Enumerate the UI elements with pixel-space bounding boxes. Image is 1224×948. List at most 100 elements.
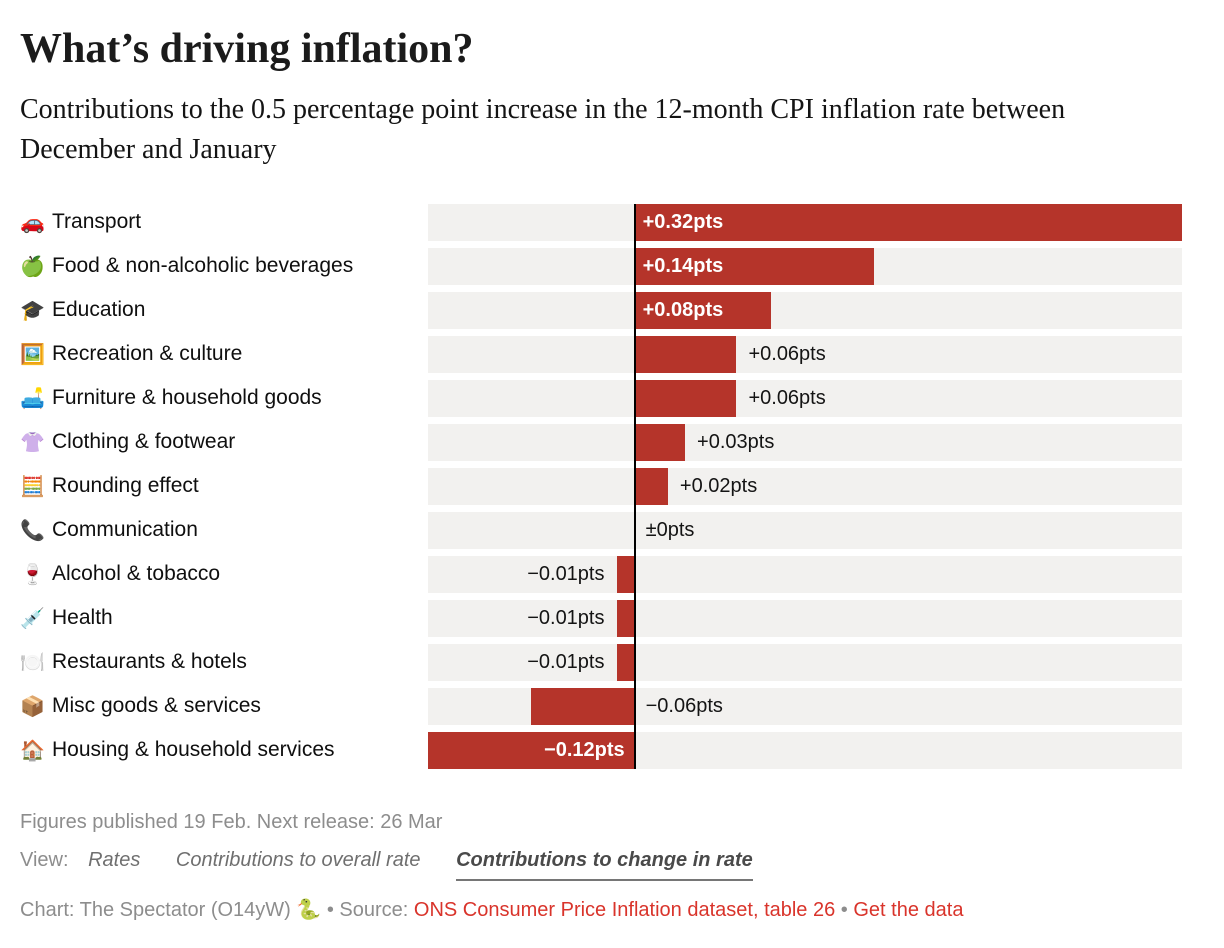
chart-row: 🖼️ Recreation & culture +0.06pts bbox=[20, 335, 1182, 373]
bar bbox=[616, 643, 634, 681]
graduation-cap-icon: 🎓 bbox=[20, 299, 45, 322]
category: 🧮 Rounding effect bbox=[20, 468, 428, 505]
chart-footer: Figures published 19 Feb. Next release: … bbox=[20, 807, 1182, 925]
inflation-contributions-chart: 🚗 Transport +0.32pts 🍏 Food & non-alcoholic … bbox=[20, 203, 1182, 769]
bar-track: −0.06pts bbox=[428, 687, 1182, 725]
category: 🎓 Education bbox=[20, 292, 428, 329]
view-option-contributions-change[interactable]: Contributions to change in rate bbox=[456, 845, 753, 881]
value-label: +0.14pts bbox=[642, 254, 724, 277]
bar bbox=[633, 203, 1182, 241]
bar-track: +0.14pts bbox=[428, 247, 1182, 285]
chart-row: 👚 Clothing & footwear +0.03pts bbox=[20, 423, 1182, 461]
category: 💉 Health bbox=[20, 600, 428, 637]
chart-row: 🏠 Housing & household services −0.12pts bbox=[20, 731, 1182, 769]
category: 👚 Clothing & footwear bbox=[20, 424, 428, 461]
bar bbox=[633, 335, 737, 373]
credit-prefix: Chart: The Spectator (O14yW) 🐍 • Source: bbox=[20, 898, 414, 921]
bar-track: −0.12pts bbox=[428, 731, 1182, 769]
value-label: +0.02pts bbox=[679, 474, 758, 497]
chart-row: 📦 Misc goods & services −0.06pts bbox=[20, 687, 1182, 725]
framed-picture-icon: 🖼️ bbox=[20, 343, 45, 366]
chart-row: 🚗 Transport +0.32pts bbox=[20, 203, 1182, 241]
category-label: Education bbox=[52, 298, 146, 322]
bar bbox=[633, 467, 668, 505]
bar-track: −0.01pts bbox=[428, 643, 1182, 681]
category-label: Misc goods & services bbox=[52, 694, 261, 718]
couch-icon: 🛋️ bbox=[20, 387, 45, 410]
category: 🍷 Alcohol & tobacco bbox=[20, 556, 428, 593]
value-label: ±0pts bbox=[645, 518, 695, 541]
source-link[interactable]: ONS Consumer Price Inflation dataset, ta… bbox=[413, 898, 836, 921]
chart-row: 💉 Health −0.01pts bbox=[20, 599, 1182, 637]
chart-row: 🍏 Food & non-alcoholic beverages +0.14pts bbox=[20, 247, 1182, 285]
category-label: Recreation & culture bbox=[52, 342, 243, 366]
credit-separator: • bbox=[835, 898, 854, 921]
bar bbox=[633, 291, 771, 329]
green-apple-icon: 🍏 bbox=[20, 255, 45, 278]
bar bbox=[616, 555, 634, 593]
chart-rows: 🚗 Transport +0.32pts 🍏 Food & non-alcoholic … bbox=[20, 203, 1182, 769]
value-label: −0.06pts bbox=[645, 694, 723, 717]
get-the-data-link[interactable]: Get the data bbox=[853, 898, 964, 921]
view-label: View: bbox=[20, 848, 69, 871]
wine-glass-icon: 🍷 bbox=[20, 563, 45, 586]
value-label: +0.08pts bbox=[642, 298, 724, 321]
category-label: Alcohol & tobacco bbox=[52, 562, 221, 586]
bar bbox=[428, 731, 634, 769]
syringe-icon: 💉 bbox=[20, 607, 45, 630]
category-label: Communication bbox=[52, 518, 198, 542]
bar-track: +0.03pts bbox=[428, 423, 1182, 461]
value-label: −0.01pts bbox=[527, 650, 605, 673]
package-icon: 📦 bbox=[20, 695, 45, 718]
bar bbox=[633, 247, 874, 285]
bar bbox=[633, 379, 737, 417]
category-label: Food & non-alcoholic beverages bbox=[52, 254, 354, 278]
bar-track: +0.08pts bbox=[428, 291, 1182, 329]
category-label: Health bbox=[52, 606, 113, 630]
category-label: Restaurants & hotels bbox=[52, 650, 247, 674]
view-option-rates[interactable]: Rates bbox=[88, 848, 141, 871]
bar-track: +0.06pts bbox=[428, 379, 1182, 417]
bar-track: +0.06pts bbox=[428, 335, 1182, 373]
category: 📦 Misc goods & services bbox=[20, 688, 428, 725]
abacus-icon: 🧮 bbox=[20, 475, 45, 498]
bar-track: ±0pts bbox=[428, 511, 1182, 549]
credit-line: Chart: The Spectator (O14yW) 🐍 • Source:… bbox=[20, 895, 1182, 925]
bar bbox=[616, 599, 634, 637]
release-note: Figures published 19 Feb. Next release: … bbox=[20, 810, 443, 833]
house-icon: 🏠 bbox=[20, 739, 45, 762]
chart-row: 🎓 Education +0.08pts bbox=[20, 291, 1182, 329]
category: 🍽️ Restaurants & hotels bbox=[20, 644, 428, 681]
page-title: What’s driving inflation? bbox=[20, 26, 474, 72]
category: 🚗 Transport bbox=[20, 204, 428, 241]
bar-track: −0.01pts bbox=[428, 599, 1182, 637]
chart-row: 🛋️ Furniture & household goods +0.06pts bbox=[20, 379, 1182, 417]
view-option-contributions-overall[interactable]: Contributions to overall rate bbox=[175, 848, 421, 871]
value-label: −0.01pts bbox=[527, 562, 605, 585]
category: 🏠 Housing & household services bbox=[20, 732, 428, 769]
value-label: +0.32pts bbox=[642, 210, 724, 233]
plate-cutlery-icon: 🍽️ bbox=[20, 651, 45, 674]
category-label: Housing & household services bbox=[52, 738, 335, 762]
bar-track: +0.02pts bbox=[428, 467, 1182, 505]
chart-row: 🧮 Rounding effect +0.02pts bbox=[20, 467, 1182, 505]
category: 🛋️ Furniture & household goods bbox=[20, 380, 428, 417]
category-label: Transport bbox=[52, 210, 142, 234]
category-label: Furniture & household goods bbox=[52, 386, 322, 410]
bar-track: −0.01pts bbox=[428, 555, 1182, 593]
category-label: Clothing & footwear bbox=[52, 430, 236, 454]
value-label: +0.06pts bbox=[748, 342, 826, 365]
bar-track: +0.32pts bbox=[428, 203, 1182, 241]
bar bbox=[633, 423, 686, 461]
chart-row: 🍽️ Restaurants & hotels −0.01pts bbox=[20, 643, 1182, 681]
chart-row: 🍷 Alcohol & tobacco −0.01pts bbox=[20, 555, 1182, 593]
zero-baseline bbox=[633, 203, 636, 769]
category: 🖼️ Recreation & culture bbox=[20, 336, 428, 373]
value-label: −0.01pts bbox=[527, 606, 605, 629]
clothing-icon: 👚 bbox=[20, 431, 45, 454]
chart-row: 📞 Communication ±0pts bbox=[20, 511, 1182, 549]
chart-subtitle: Contributions to the 0.5 percentage poin… bbox=[20, 94, 1066, 165]
category: 📞 Communication bbox=[20, 512, 428, 549]
category: 🍏 Food & non-alcoholic beverages bbox=[20, 248, 428, 285]
